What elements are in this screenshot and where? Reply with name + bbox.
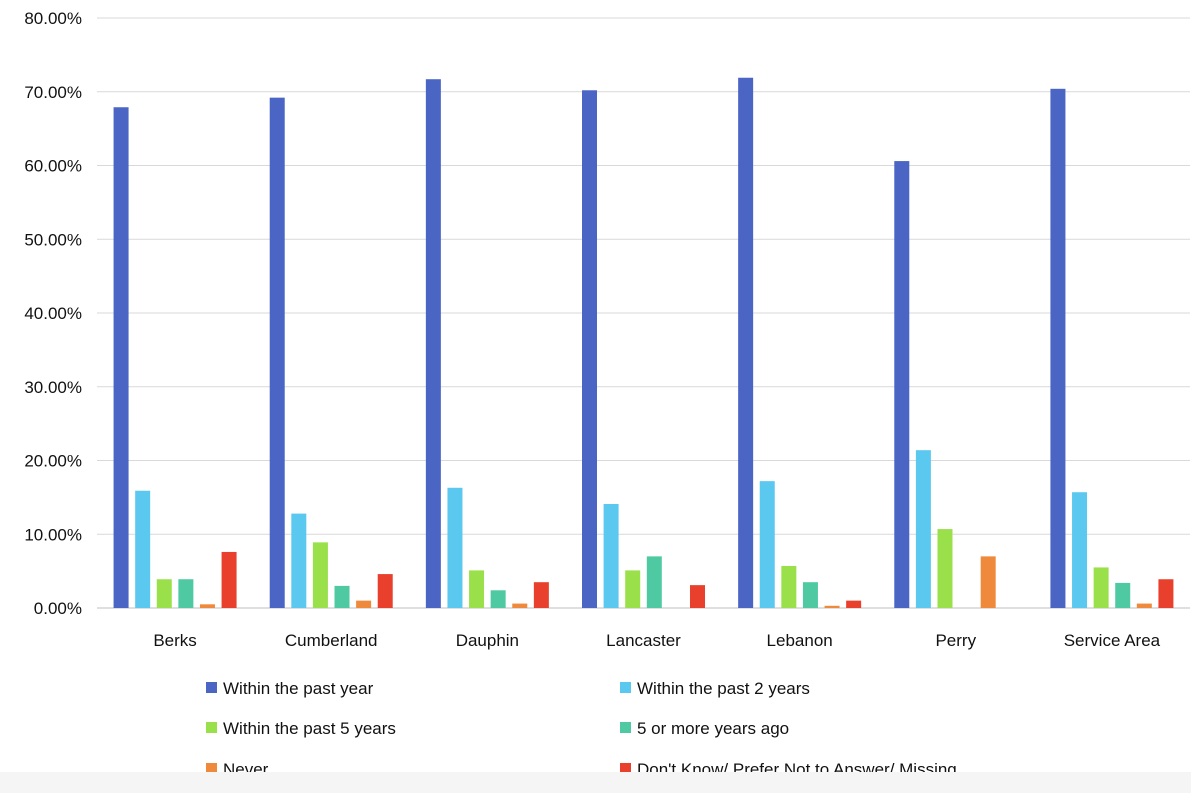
bar [156,579,172,608]
legend-swatch [620,722,631,733]
bar [490,590,506,608]
bar [625,570,641,608]
bar [533,582,549,608]
y-tick-label: 0.00% [34,599,82,618]
bar [846,600,862,608]
bar [802,582,818,608]
y-tick-label: 40.00% [24,304,82,323]
bar [1072,492,1088,608]
bar [582,90,597,608]
legend-label: Within the past year [223,679,374,698]
bar [1136,603,1152,608]
bar [291,513,307,608]
legend-label: Within the past 2 years [637,679,810,698]
bar [221,551,237,608]
y-tick-label: 50.00% [24,230,82,249]
bar [377,574,393,608]
bar [334,585,350,608]
bar [603,504,619,608]
bar [199,604,215,608]
bar [915,450,931,608]
y-axis-ticks: 0.00% 10.00% 20.00% 30.00% 40.00% 50.00% 60.00… [24,9,82,618]
legend-swatch [206,763,217,774]
x-category-label: Lebanon [767,631,833,650]
bar [469,570,485,608]
bar [738,77,754,609]
y-tick-label: 30.00% [24,378,82,397]
legend-swatch [620,682,631,693]
bar [1158,579,1174,608]
bar [1050,88,1066,609]
bar [1093,567,1109,608]
x-category-label: Cumberland [285,631,378,650]
x-category-label: Service Area [1064,631,1161,650]
bar [356,600,372,608]
bar [937,529,953,608]
x-category-label: Lancaster [606,631,681,650]
y-tick-label: 80.00% [24,9,82,28]
y-tick-label: 70.00% [24,83,82,102]
x-category-label: Perry [935,631,976,650]
y-tick-label: 10.00% [24,525,82,544]
legend-swatch [206,682,217,693]
bar [113,107,129,609]
bar [447,487,463,608]
bar [781,565,797,608]
x-category-label: Berks [153,631,196,650]
bar [824,605,840,608]
y-tick-label: 60.00% [24,157,82,176]
legend-label: 5 or more years ago [637,719,789,738]
bar [894,161,910,608]
bar [1115,582,1131,608]
legend-swatch [620,763,631,774]
bar [690,585,705,608]
legend: Within the past year Within the past 2 ye… [206,679,957,779]
bar [512,603,528,608]
bar [425,79,441,608]
x-axis-categories: Berks Cumberland Dauphin Lancaster Lebanon Pe… [153,631,1160,650]
y-tick-label: 20.00% [24,452,82,471]
legend-swatch [206,722,217,733]
bar [646,556,662,608]
footer-band [0,772,1191,793]
bars [113,77,1174,609]
bar [178,579,194,608]
bar [759,481,775,608]
bar [980,556,996,608]
gridlines [97,17,1190,609]
x-category-label: Dauphin [456,631,519,650]
bar [269,97,285,609]
legend-label: Within the past 5 years [223,719,396,738]
bar [312,542,328,608]
bar [135,490,151,608]
